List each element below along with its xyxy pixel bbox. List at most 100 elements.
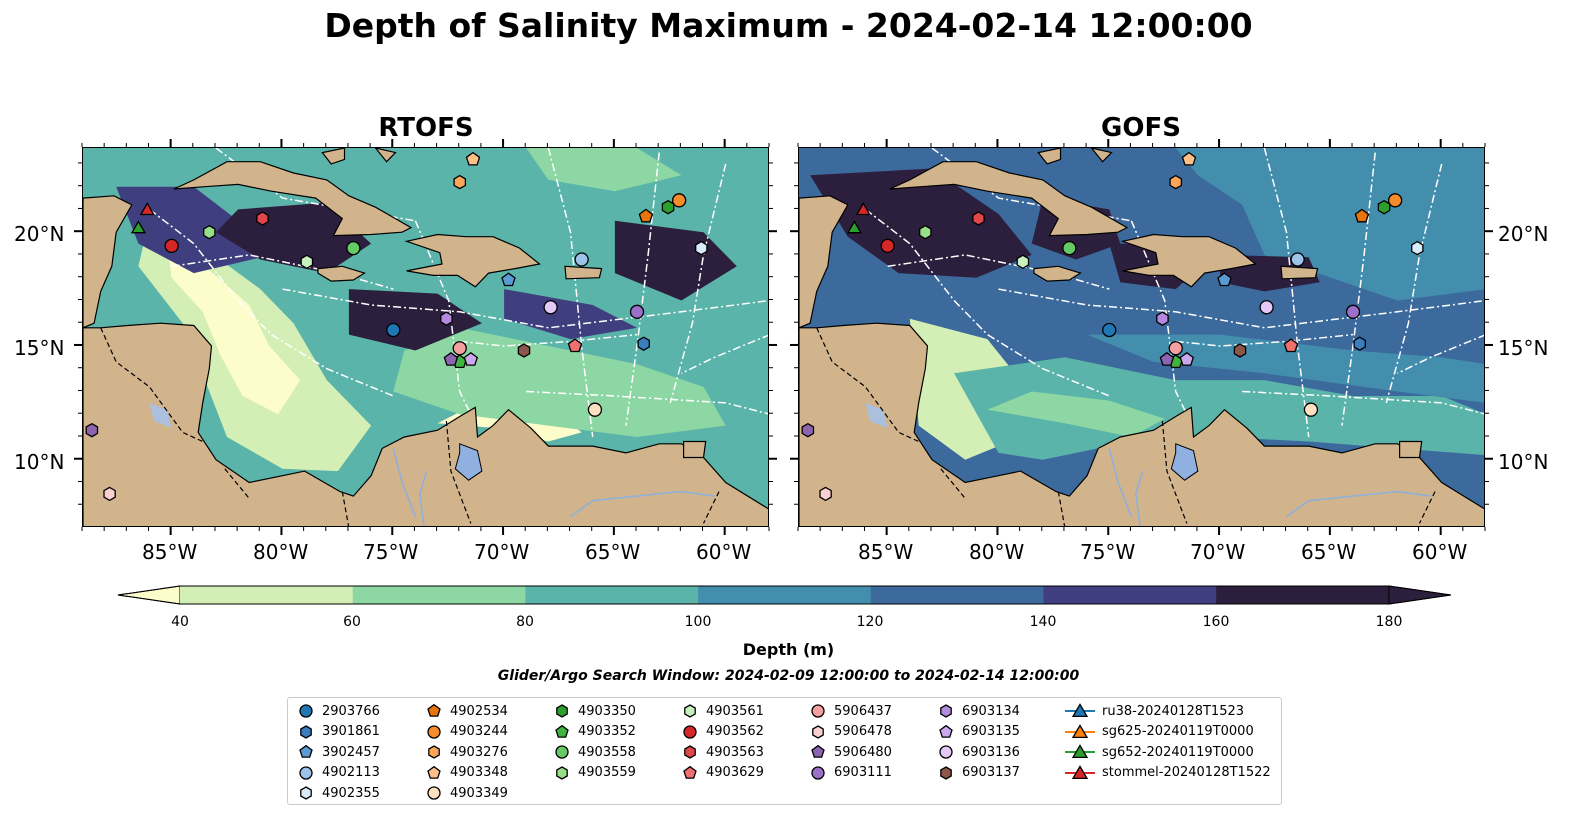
hexagon-marker-icon	[556, 704, 568, 718]
legend-glider-marker	[1071, 744, 1089, 759]
eez-boundary-line	[149, 208, 394, 397]
eez-boundary-line	[282, 288, 768, 329]
lon-tick-label: 70°W	[474, 540, 530, 564]
legend-item: 5906478	[808, 722, 892, 742]
float-marker	[1168, 341, 1183, 356]
river	[419, 470, 428, 526]
legend-item: 6903137	[936, 763, 1020, 783]
float-marker	[972, 211, 985, 226]
depth-contour-region	[526, 148, 682, 192]
float-marker	[695, 240, 708, 256]
legend-glider-marker	[1071, 723, 1089, 738]
float-marker	[1259, 300, 1274, 315]
lat-tick-label: 20°N	[14, 222, 65, 246]
depth-contour-region	[1087, 334, 1484, 403]
legend-float-marker	[939, 724, 953, 738]
hexagon-marker-icon	[556, 766, 568, 780]
float-marker	[629, 304, 645, 319]
land-bahamas2	[374, 148, 397, 163]
land-cuba	[889, 161, 1129, 237]
float-marker	[1156, 311, 1169, 326]
lon-tick-label: 75°W	[363, 540, 419, 564]
legend-label: 4902113	[322, 765, 380, 781]
legend-label: 4903562	[706, 724, 764, 740]
country-border	[341, 491, 350, 526]
lat-tick-label: 20°N	[1498, 222, 1549, 246]
eez-boundary-line	[1397, 334, 1484, 374]
legend-float-marker	[299, 745, 313, 758]
legend-float-marker	[939, 745, 953, 759]
river	[570, 490, 715, 518]
colorbar-segment	[180, 586, 354, 604]
rtofs-panel-title: RTOFS	[378, 113, 474, 143]
lat-tick-label: 10°N	[1498, 450, 1549, 474]
river	[1135, 470, 1144, 526]
colorbar-tick-label: 100	[684, 614, 712, 630]
legend-item: 6903136	[936, 742, 1020, 762]
float-marker	[103, 486, 116, 502]
lon-tick-label: 60°W	[1412, 540, 1468, 564]
float-marker	[819, 486, 832, 502]
float-marker	[1102, 322, 1117, 338]
legend-label: sg625-20240119T0000	[1102, 724, 1254, 740]
rtofs-map[interactable]	[82, 147, 769, 527]
colorbar-tick-label: 160	[1202, 614, 1230, 630]
eez-boundary-line	[1341, 152, 1376, 426]
circle-marker-icon	[427, 724, 441, 739]
colorbar-label: Depth (m)	[742, 640, 835, 659]
legend-label: 4903558	[578, 744, 636, 760]
hexagon-marker-icon	[684, 745, 696, 759]
land-hispaniola	[1120, 233, 1257, 288]
hexagon-marker-icon	[684, 704, 696, 718]
legend-item: sg652-20240119T0000	[1064, 742, 1254, 762]
legend-item: 4903563	[680, 742, 764, 762]
legend-item: 4903561	[680, 701, 764, 721]
float-marker	[1387, 193, 1403, 208]
colorbar-segment	[870, 586, 1044, 604]
legend-float-marker	[684, 745, 696, 759]
legend-label: sg652-20240119T0000	[1102, 744, 1254, 760]
legend-label: 4903352	[578, 724, 636, 740]
float-marker	[638, 208, 654, 223]
legend-float-marker	[299, 766, 313, 780]
eez-boundary-line	[459, 333, 638, 347]
legend-item: 5906480	[808, 742, 892, 762]
colorbar-tick-label: 40	[171, 614, 189, 630]
triangle-marker-icon	[1065, 744, 1095, 759]
legend-item: 6903111	[808, 763, 892, 783]
legend-float-marker	[684, 704, 696, 718]
legend-float-marker	[555, 745, 569, 759]
legend-item: 4903352	[552, 722, 636, 742]
legend-item: 4903629	[680, 763, 764, 783]
legend-item: sg625-20240119T0000	[1064, 722, 1254, 742]
legend-label: 3902457	[322, 744, 380, 760]
float-marker	[1353, 336, 1366, 351]
legend-label: 6903111	[834, 765, 892, 781]
gofs-map[interactable]	[798, 147, 1485, 527]
float-marker	[440, 311, 453, 326]
legend-label: 5906480	[834, 744, 892, 760]
float-marker	[1159, 351, 1175, 366]
legend-label: 4903349	[450, 785, 508, 801]
float-marker	[1233, 343, 1247, 358]
legend-label: 4902534	[450, 703, 508, 719]
float-marker	[637, 336, 650, 351]
float-marker	[139, 201, 155, 216]
legend-float-marker	[683, 724, 697, 739]
lat-tick-label: 15°N	[14, 336, 65, 360]
depth-contour-region	[393, 327, 726, 437]
float-marker	[880, 238, 895, 253]
float-marker	[671, 193, 687, 208]
colorbar-segment	[698, 586, 872, 604]
land-cuba	[173, 161, 413, 237]
legend-glider-marker	[1071, 703, 1089, 718]
float-marker	[855, 201, 871, 216]
lake-nicaragua	[865, 402, 888, 428]
float-marker	[919, 224, 932, 240]
circle-marker-icon	[299, 704, 313, 718]
float-marker	[465, 151, 481, 166]
eez-boundary-line	[625, 152, 660, 426]
legend-item: 4902534	[424, 701, 508, 721]
triangle-marker-icon	[1065, 703, 1095, 718]
float-marker	[1016, 254, 1030, 270]
